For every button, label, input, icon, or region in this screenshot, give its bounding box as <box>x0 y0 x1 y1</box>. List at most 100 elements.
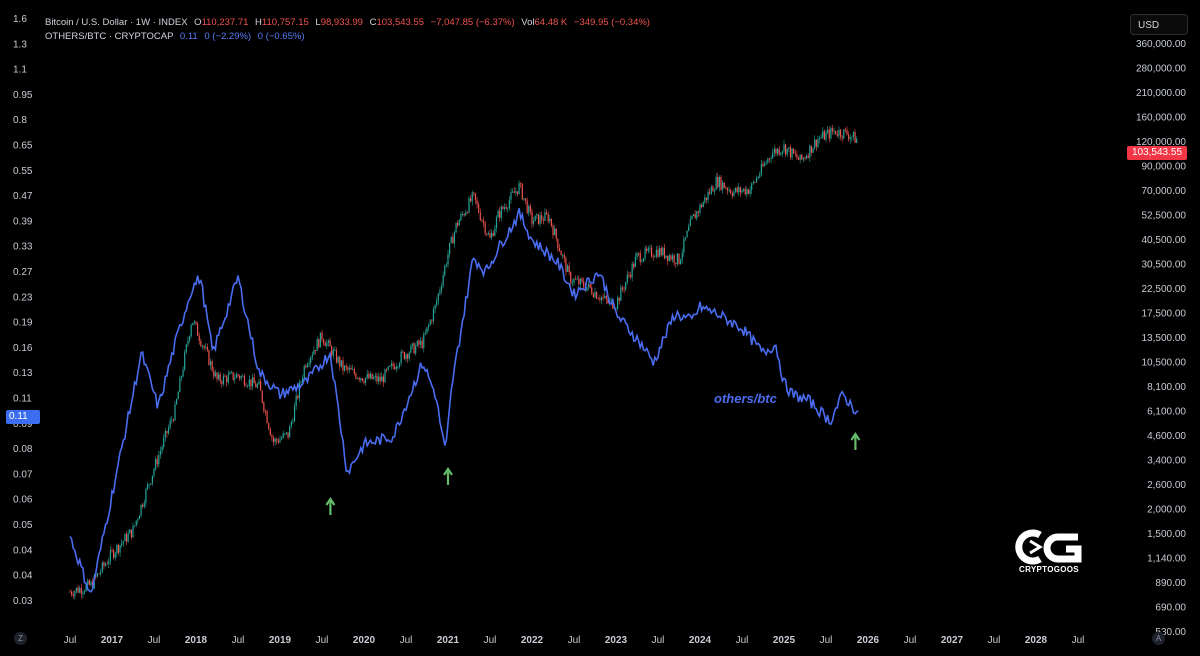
candle-body <box>668 255 670 261</box>
candle-body <box>486 233 488 235</box>
right-tick-label: 120,000.00 <box>1136 137 1186 148</box>
left-tick-label: 0.55 <box>13 166 33 177</box>
candle-body <box>457 222 459 226</box>
candle-body <box>568 265 570 272</box>
auto-scale-left-button[interactable]: Z <box>14 632 27 645</box>
candle-body <box>410 345 412 353</box>
candle-body <box>284 433 286 435</box>
candle-body <box>466 212 468 214</box>
candle-body <box>776 148 779 154</box>
open-value: 110,237.71 <box>201 17 249 28</box>
time-tick-label: Jul <box>820 635 833 646</box>
candle-body <box>453 231 456 244</box>
candle-body <box>531 211 533 224</box>
candle-body <box>667 255 669 261</box>
candle-body <box>358 378 360 380</box>
candle-body <box>415 345 417 354</box>
candle-body <box>802 157 804 160</box>
candle-body <box>302 378 304 382</box>
candle-body <box>371 373 373 380</box>
candle-body <box>83 591 86 593</box>
candle-body <box>268 423 270 429</box>
candle-body <box>576 278 578 280</box>
candle-body <box>445 264 447 266</box>
candle-body <box>764 163 766 167</box>
candle-body <box>361 378 363 382</box>
candle-body <box>258 381 260 385</box>
candle-body <box>638 253 640 254</box>
candle-body <box>71 591 73 595</box>
candle-body <box>659 248 661 257</box>
candle-body <box>329 340 331 347</box>
candle-body <box>499 210 501 218</box>
candle-body <box>150 483 152 485</box>
candle-body <box>665 255 667 258</box>
candle-body <box>85 584 87 592</box>
candle-body <box>851 136 853 138</box>
candle-body <box>524 198 527 201</box>
candle-body <box>801 154 803 160</box>
candle-body <box>452 236 454 244</box>
right-tick-label: 1,140.00 <box>1147 554 1186 565</box>
candle-body <box>155 458 157 470</box>
currency-button[interactable]: USD <box>1130 14 1188 35</box>
candle-body <box>710 186 712 194</box>
candle-body <box>806 155 808 159</box>
right-tick-label: 690.00 <box>1155 603 1186 614</box>
candle-body <box>449 242 451 254</box>
time-tick-label: Jul <box>1072 635 1085 646</box>
candle-body <box>69 591 71 593</box>
candle-body <box>702 202 704 208</box>
auto-scale-right-button[interactable]: A <box>1152 632 1165 645</box>
candle-body <box>394 366 396 370</box>
time-tick-label: Jul <box>400 635 413 646</box>
candle-body <box>156 458 158 465</box>
candle-body <box>578 278 580 285</box>
candle-body <box>208 350 210 366</box>
candle-body <box>442 275 444 286</box>
candle-body <box>465 212 467 216</box>
candle-body <box>810 145 813 153</box>
candle-body <box>544 212 546 221</box>
candle-body <box>746 189 748 195</box>
candle-body <box>80 587 82 594</box>
candle-body <box>125 534 128 542</box>
time-tick-label: Jul <box>652 635 665 646</box>
btc-candles <box>69 124 858 600</box>
candle-body <box>681 252 683 260</box>
candle-body <box>382 376 384 383</box>
left-tick-label: 0.09 <box>13 419 33 430</box>
candle-body <box>476 200 478 205</box>
candle-body <box>356 378 359 379</box>
candle-body <box>728 189 730 191</box>
candle-body <box>542 220 544 221</box>
candle-body <box>222 375 225 384</box>
second-series-title[interactable]: OTHERS/BTC · CRYPTOCAP <box>45 31 174 42</box>
candle-body <box>833 130 835 132</box>
main-series-title[interactable]: Bitcoin / U.S. Dollar · 1W · INDEX <box>45 17 188 28</box>
right-tick-label: 17,500.00 <box>1142 309 1187 320</box>
candle-body <box>820 137 822 139</box>
candle-body <box>129 529 131 534</box>
candle-body <box>339 357 341 367</box>
candle-body <box>408 352 410 359</box>
second-series-value: 0.11 <box>179 31 198 42</box>
time-tick-label: 2027 <box>941 635 964 646</box>
candle-body <box>295 395 297 406</box>
candle-body <box>174 404 176 421</box>
candle-body <box>649 247 651 249</box>
candle-body <box>503 207 506 209</box>
left-tick-label: 0.05 <box>13 520 33 531</box>
left-tick-label: 0.06 <box>13 495 33 506</box>
candle-body <box>528 205 530 214</box>
candle-body <box>612 299 614 309</box>
second-series-legend: OTHERS/BTC · CRYPTOCAP 0.11 0 (−2.29%) 0… <box>45 31 305 42</box>
candle-body <box>722 182 724 190</box>
candle-body <box>226 376 228 383</box>
candle-body <box>730 189 732 194</box>
candle-body <box>373 377 375 380</box>
candle-body <box>350 368 352 370</box>
left-axis: 1.6 1.3 1.1 0.95 0.8 0.65 0.55 0.47 0.39 0.33 0.27… <box>13 14 33 607</box>
candle-body <box>130 529 132 538</box>
